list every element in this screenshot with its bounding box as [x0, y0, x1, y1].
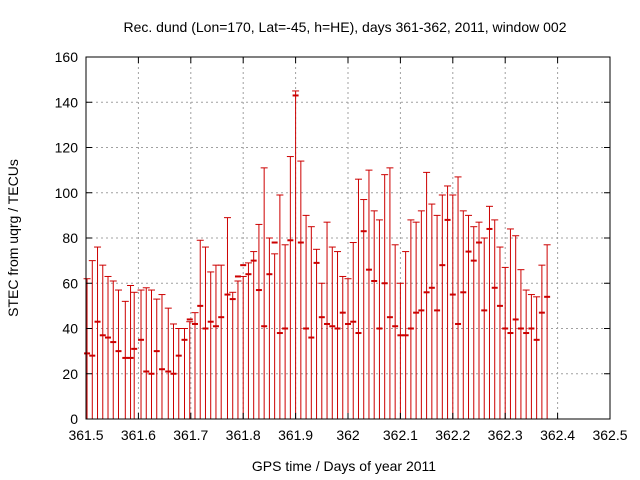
x-tick-label: 362.3 — [488, 427, 523, 443]
x-tick-label: 361.6 — [121, 427, 156, 443]
y-tick-label: 160 — [55, 49, 79, 65]
y-tick-label: 100 — [55, 185, 79, 201]
x-tick-label: 361.8 — [226, 427, 261, 443]
y-tick-label: 60 — [62, 275, 78, 291]
y-tick-label: 0 — [70, 411, 78, 427]
x-tick-label: 362.1 — [383, 427, 418, 443]
x-tick-label: 361.5 — [68, 427, 103, 443]
y-tick-label: 80 — [62, 230, 78, 246]
y-tick-label: 140 — [55, 94, 79, 110]
x-axis-label: GPS time / Days of year 2011 — [252, 458, 436, 474]
x-tick-label: 362.5 — [592, 427, 627, 443]
x-tick-label: 361.9 — [278, 427, 313, 443]
y-tick-label: 20 — [62, 366, 78, 382]
x-tick-label: 361.7 — [173, 427, 208, 443]
x-tick-label: 362.2 — [435, 427, 470, 443]
y-tick-label: 120 — [55, 140, 79, 156]
chart-title: Rec. dund (Lon=170, Lat=-45, h=HE), days… — [124, 19, 567, 35]
x-tick-label: 362 — [336, 427, 360, 443]
y-axis-label: STEC from uqrg / TECUs — [5, 159, 21, 317]
y-tick-label: 40 — [62, 321, 78, 337]
axis-ticks: 0 20 40 60 80 100 120 140 160 361.5 361.6 361.7 361.… — [55, 49, 628, 443]
error-bars — [83, 90, 551, 419]
x-tick-label: 362.4 — [540, 427, 575, 443]
